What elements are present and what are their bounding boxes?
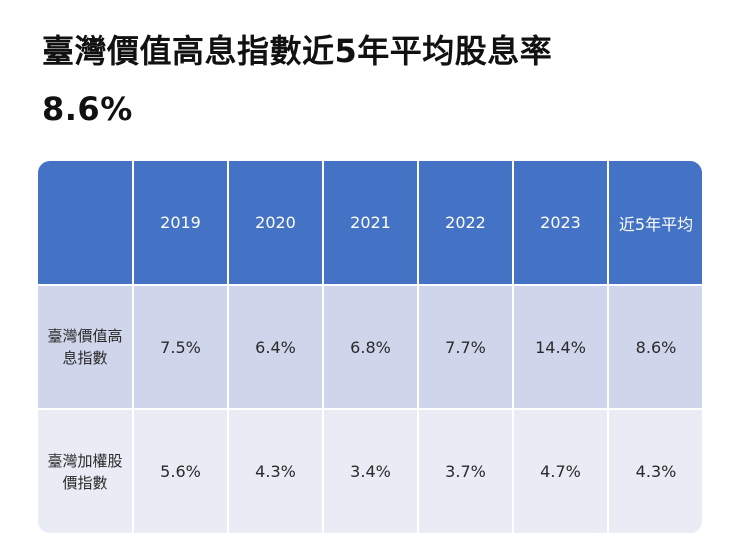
table-cell: 4.7%: [513, 409, 609, 533]
table-cell: 4.3%: [228, 409, 324, 533]
row-label: 臺灣加權股 價指數: [38, 409, 134, 533]
headline: 臺灣價值高息指數近5年平均股息率 8.6%: [42, 22, 722, 138]
table-cell: 5.6%: [133, 409, 229, 533]
data-table: 2019 2020 2021 2022 2023 近5年平均 臺灣價值高 息指數…: [38, 161, 702, 533]
header-cell-2021: 2021: [323, 161, 419, 286]
header-cell-2019: 2019: [133, 161, 229, 286]
table-cell: 3.7%: [418, 409, 514, 533]
row-label: 臺灣價值高 息指數: [38, 285, 134, 410]
table-cell: 3.4%: [323, 409, 419, 533]
table-cell: 4.3%: [608, 409, 702, 533]
table-cell: 6.8%: [323, 285, 419, 410]
row-label-line: 息指數: [62, 349, 108, 367]
header-cell-corner: [38, 161, 134, 286]
header-cell-5yr-avg: 近5年平均: [608, 161, 702, 286]
table-cell: 7.5%: [133, 285, 229, 410]
row-label-line: 價指數: [62, 473, 108, 492]
table-row: 臺灣加權股 價指數 5.6% 4.3% 3.4% 3.7% 4.7% 4.3%: [38, 409, 702, 533]
table-cell: 14.4%: [513, 285, 609, 410]
row-label-line: 臺灣價值高: [47, 327, 123, 345]
table-cell: 7.7%: [418, 285, 514, 410]
header-cell-2022: 2022: [418, 161, 514, 286]
headline-value: 8.6%: [42, 90, 133, 128]
dividend-yield-table: 2019 2020 2021 2022 2023 近5年平均 臺灣價值高 息指數…: [38, 161, 702, 533]
table-row: 臺灣價值高 息指數 7.5% 6.4% 6.8% 7.7% 14.4% 8.6%: [38, 285, 702, 410]
table-cell: 8.6%: [608, 285, 702, 410]
row-label-line: 臺灣加權股: [47, 451, 123, 470]
header-cell-2023: 2023: [513, 161, 609, 286]
headline-title: 臺灣價值高息指數近5年平均股息率: [42, 32, 553, 70]
header-cell-2020: 2020: [228, 161, 324, 286]
table-cell: 6.4%: [228, 285, 324, 410]
header-row: 2019 2020 2021 2022 2023 近5年平均: [38, 161, 702, 286]
